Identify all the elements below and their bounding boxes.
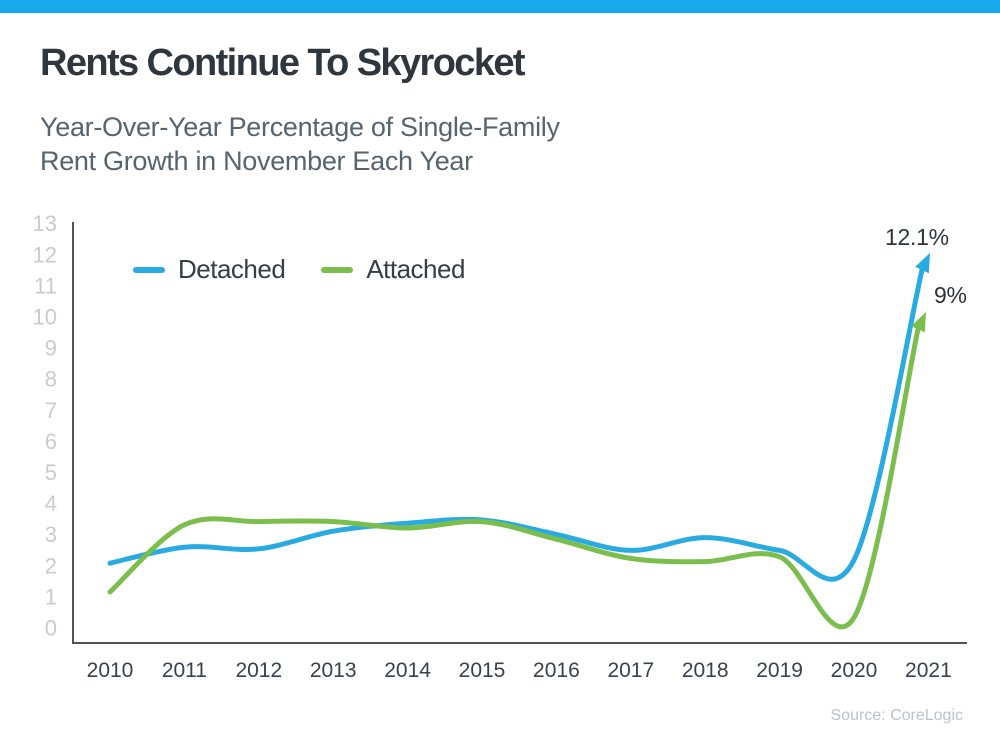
y-axis-tick-label: 12 xyxy=(33,242,57,267)
x-axis-tick-label: 2018 xyxy=(682,659,729,682)
x-axis-tick-label: 2017 xyxy=(607,659,654,682)
y-axis-tick-label: 5 xyxy=(45,460,57,485)
attached-line xyxy=(107,326,921,630)
axes xyxy=(72,222,967,644)
legend-item-detached: Detached xyxy=(133,254,286,285)
y-axis-tick-label: 6 xyxy=(45,429,57,454)
y-axis-tick-label: 1 xyxy=(45,584,57,609)
legend-label-attached: Attached xyxy=(366,254,465,284)
x-axis-tick-label: 2016 xyxy=(533,659,580,682)
x-axis-tick-label: 2012 xyxy=(235,659,282,682)
y-axis-tick-label: 4 xyxy=(45,491,57,516)
chart-legend: Detached Attached xyxy=(133,254,465,285)
y-axis-tick-label: 11 xyxy=(34,273,57,298)
chart-subtitle: Year-Over-Year Percentage of Single-Fami… xyxy=(40,110,560,178)
subtitle-line-2: Rent Growth in November Each Year xyxy=(40,146,473,176)
attached-line-swatch xyxy=(321,266,354,273)
legend-item-attached: Attached xyxy=(321,254,465,285)
page-title: Rents Continue To Skyrocket xyxy=(40,42,526,84)
y-axis-tick-label: 2 xyxy=(45,553,57,578)
legend-label-detached: Detached xyxy=(178,254,286,284)
detached-arrowhead xyxy=(915,252,930,274)
subtitle-line-1: Year-Over-Year Percentage of Single-Fami… xyxy=(40,112,560,142)
y-axis-tick-label: 13 xyxy=(33,211,57,236)
attached-arrowhead xyxy=(911,312,926,333)
x-axis-tick-label: 2020 xyxy=(831,659,878,682)
y-axis-tick-label: 8 xyxy=(45,367,57,392)
annotation-attached-value: 9% xyxy=(934,282,967,308)
y-axis-tick-label: 10 xyxy=(33,305,57,330)
x-axis-tick-label: 2021 xyxy=(905,659,952,682)
source-credit: Source: CoreLogic xyxy=(830,707,963,724)
x-axis-tick-label: 2011 xyxy=(162,659,207,682)
x-axis-tick-label: 2015 xyxy=(459,659,506,682)
x-axis-tick-label: 2014 xyxy=(384,659,431,682)
x-axis-tick-label: 2019 xyxy=(756,659,803,682)
detached-line xyxy=(107,267,925,582)
detached-line-swatch xyxy=(133,266,165,273)
x-axis-tick-label: 2010 xyxy=(87,659,134,682)
y-axis-tick-label: 3 xyxy=(45,522,57,547)
accent-bar-top xyxy=(0,0,1000,13)
x-axis-tick-label: 2013 xyxy=(310,659,357,682)
y-axis-tick-label: 0 xyxy=(45,616,57,641)
y-axis-tick-label: 9 xyxy=(45,336,57,361)
y-axis-tick-label: 7 xyxy=(45,398,57,423)
annotation-detached-value: 12.1% xyxy=(885,224,949,250)
